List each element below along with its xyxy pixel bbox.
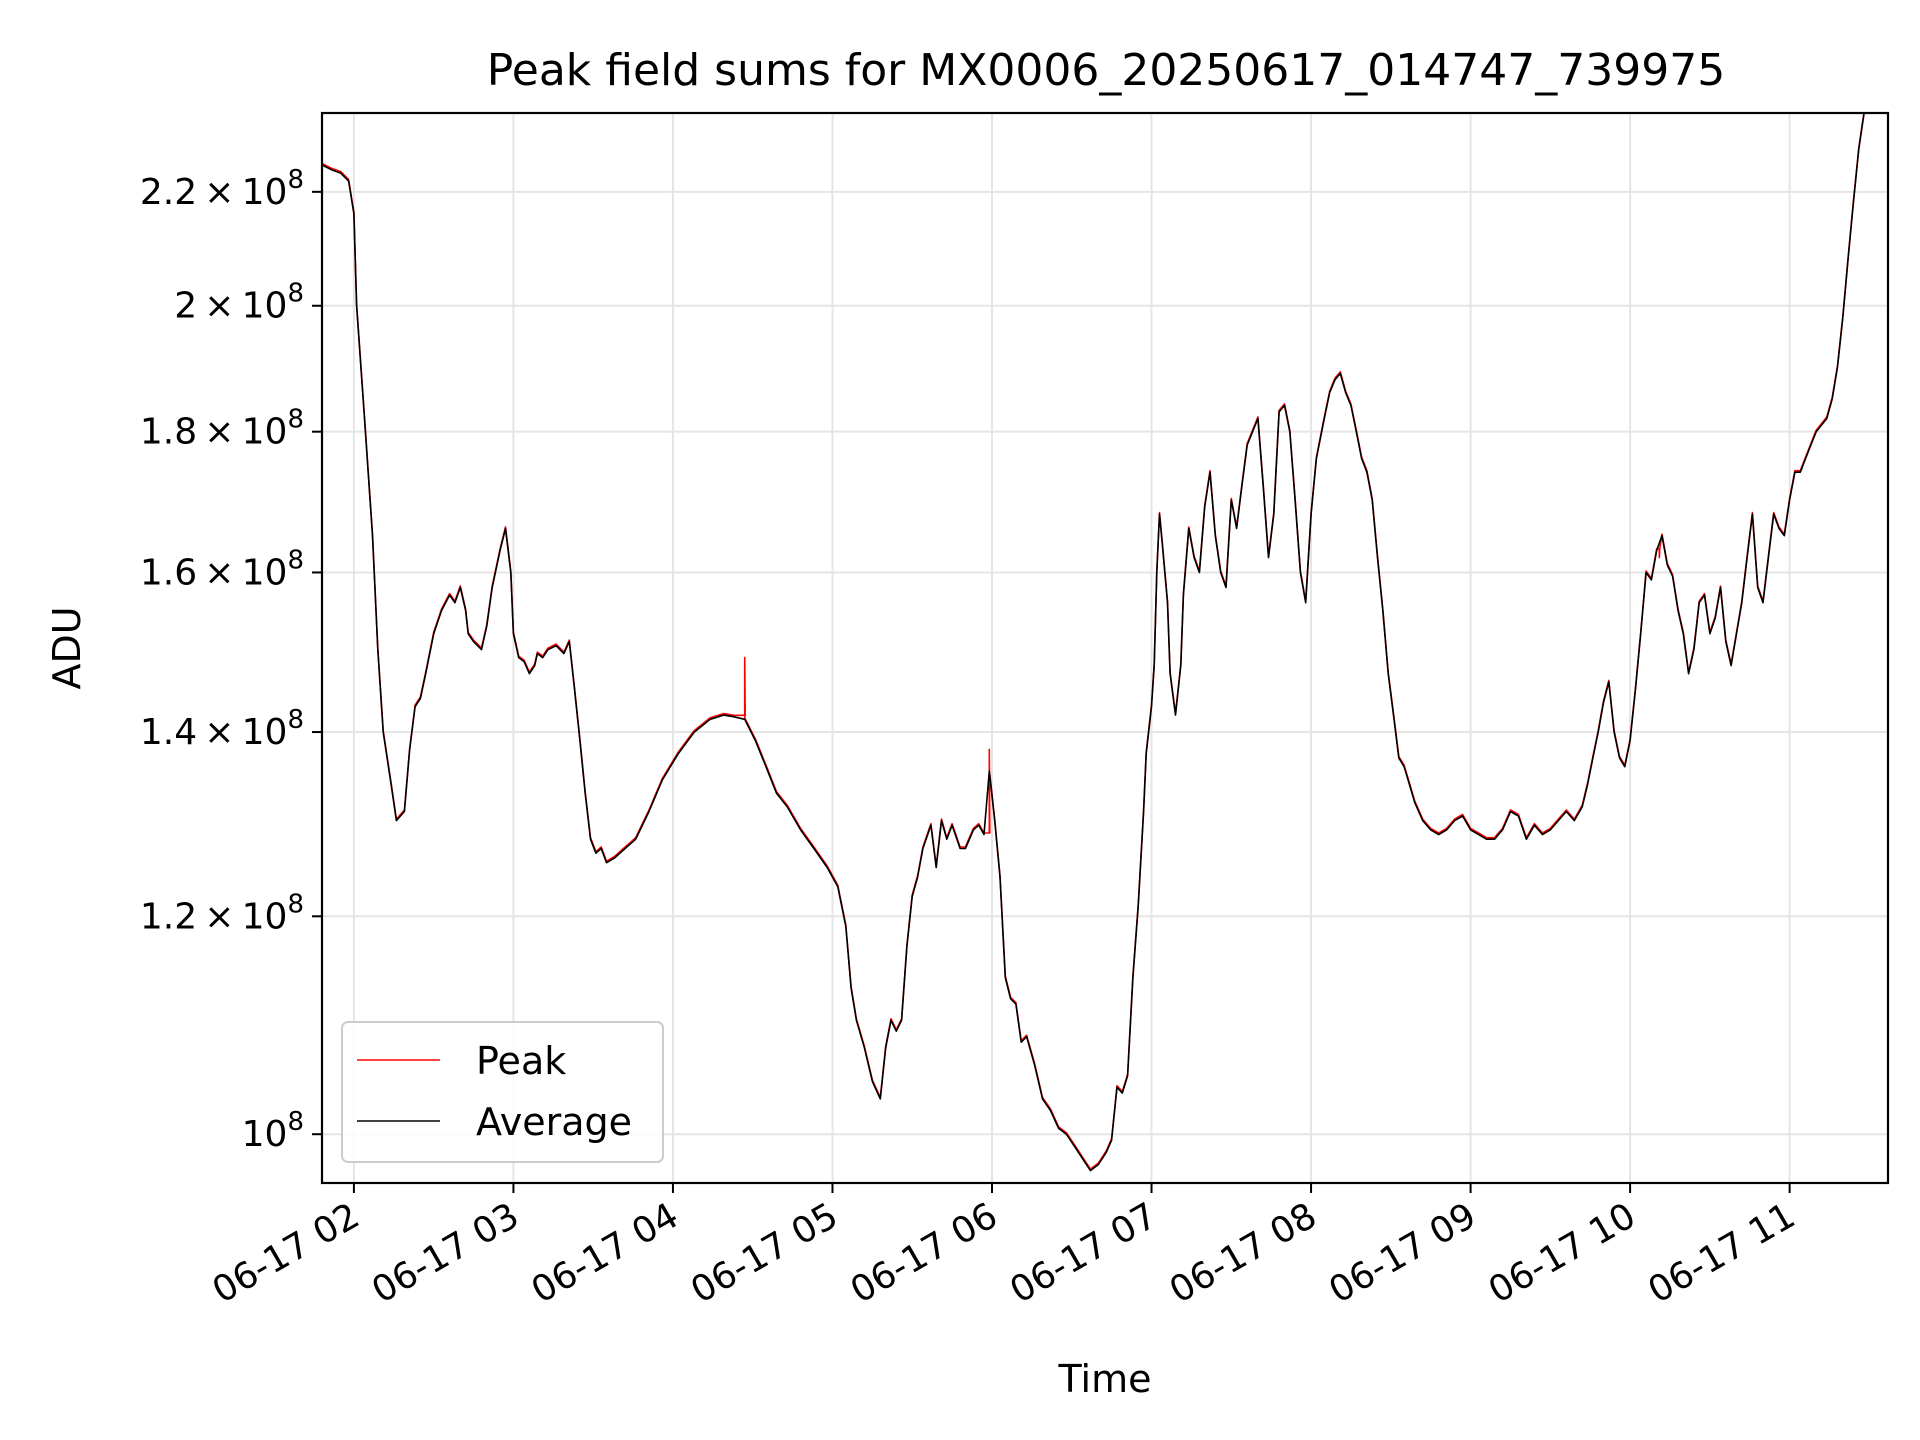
plot-lines (322, 113, 1865, 1172)
legend-box (341, 1021, 664, 1163)
y-tick-label: 1.2 × 108 (140, 889, 304, 937)
y-tick-label: 2.2 × 108 (140, 165, 304, 213)
plot-frame (320, 111, 1890, 1185)
grid (322, 113, 1888, 1183)
y-tick-label: 2 × 108 (174, 279, 304, 327)
y-axis-ticks: 108 1.2 × 108 1.4 × 108 1.6 × 108 1.8 × 108 2… (140, 165, 322, 1155)
y-tick-label: 108 (242, 1107, 304, 1155)
series-line-average (322, 113, 1865, 1172)
legend-label-average: Average (476, 1100, 632, 1144)
y-tick-label: 1.4 × 108 (140, 705, 304, 753)
y-tick-label: 1.8 × 108 (140, 405, 304, 453)
y-tick-label: 1.6 × 108 (140, 545, 304, 593)
legend-label-peak: Peak (476, 1039, 566, 1083)
legend: Peak Average (341, 1021, 664, 1163)
chart-title: Peak field sums for MX0006_20250617_0147… (487, 45, 1725, 96)
y-axis-label: ADU (45, 606, 89, 689)
x-axis-label: Time (1058, 1357, 1152, 1401)
